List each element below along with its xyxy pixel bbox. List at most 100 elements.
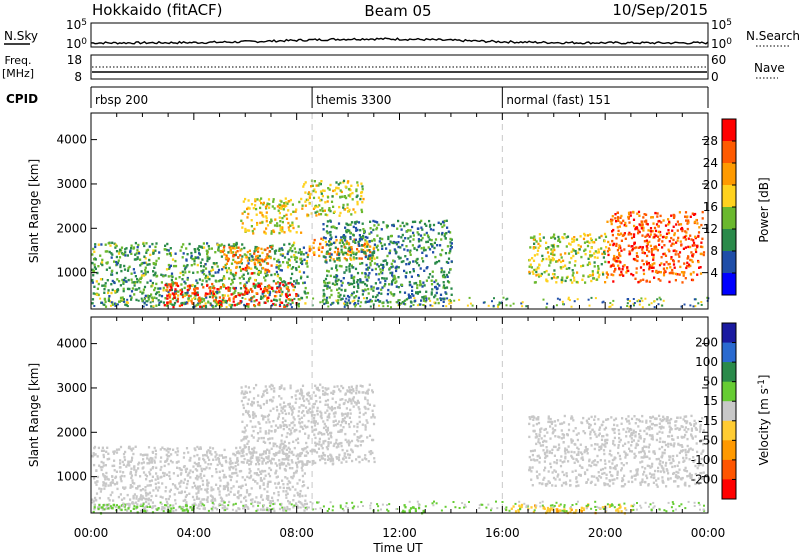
data-cell	[243, 284, 246, 287]
data-cell	[197, 463, 200, 466]
data-cell	[435, 260, 438, 264]
data-cell	[124, 248, 127, 251]
data-cell	[228, 461, 231, 464]
data-cell	[319, 199, 322, 202]
data-cell	[656, 249, 659, 252]
data-cell	[310, 248, 313, 251]
data-cell	[427, 246, 430, 249]
data-cell	[449, 247, 452, 251]
data-cell	[251, 447, 254, 451]
data-cell	[304, 181, 307, 184]
data-cell	[345, 269, 348, 272]
data-cell	[261, 251, 264, 255]
data-cell	[545, 241, 548, 244]
data-cell	[262, 440, 265, 443]
data-cell	[364, 288, 367, 291]
data-cell	[371, 409, 374, 412]
data-cell	[601, 252, 604, 256]
data-cell	[700, 301, 703, 303]
data-cell	[208, 458, 211, 462]
data-cell	[273, 502, 276, 505]
data-cell	[110, 252, 113, 255]
data-cell	[113, 450, 116, 453]
data-cell	[339, 398, 342, 401]
data-cell	[352, 277, 355, 280]
data-cell	[314, 461, 317, 465]
data-cell	[553, 233, 556, 236]
data-cell	[617, 233, 620, 236]
data-cell	[648, 266, 651, 269]
data-cell	[255, 463, 258, 466]
data-cell	[629, 211, 632, 214]
data-cell	[155, 472, 158, 475]
data-cell	[115, 271, 118, 275]
data-cell	[154, 456, 157, 459]
data-cell	[540, 272, 543, 276]
data-cell	[344, 236, 347, 239]
data-cell	[138, 287, 141, 290]
data-cell	[698, 226, 701, 229]
data-cell	[201, 479, 204, 483]
data-cell	[377, 248, 380, 252]
data-cell	[237, 256, 240, 259]
data-cell	[244, 227, 247, 231]
data-cell	[182, 252, 185, 255]
data-cell	[672, 238, 675, 242]
data-cell	[319, 458, 322, 462]
data-cell	[289, 303, 292, 306]
data-cell	[256, 501, 259, 504]
data-cell	[269, 256, 272, 260]
data-cell	[440, 297, 443, 301]
data-cell	[201, 483, 205, 486]
data-cell	[615, 220, 618, 223]
data-cell	[235, 446, 238, 450]
data-cell	[675, 250, 678, 253]
data-cell	[134, 253, 137, 256]
data-cell	[259, 270, 262, 273]
data-cell	[190, 264, 193, 267]
data-cell	[369, 250, 372, 254]
data-cell	[364, 275, 367, 279]
data-cell	[338, 256, 341, 260]
data-cell	[287, 403, 290, 406]
data-cell	[653, 247, 657, 250]
data-cell	[619, 216, 622, 219]
data-cell	[103, 297, 106, 301]
data-cell	[226, 486, 230, 490]
data-cell	[631, 249, 634, 252]
data-cell	[113, 469, 116, 472]
data-cell	[215, 296, 218, 299]
data-cell	[297, 493, 300, 497]
data-cell	[375, 246, 378, 249]
data-cell	[277, 209, 280, 212]
data-cell	[206, 259, 209, 263]
data-cell	[261, 292, 264, 295]
data-cell	[326, 403, 329, 406]
data-cell	[253, 261, 256, 264]
data-cell	[336, 247, 340, 251]
data-cell	[434, 238, 438, 241]
data-cell	[199, 446, 202, 449]
data-cell	[678, 211, 681, 214]
data-cell	[322, 255, 325, 258]
data-cell	[152, 270, 155, 273]
data-cell	[670, 236, 673, 240]
data-cell	[619, 246, 622, 250]
data-cell	[537, 273, 540, 276]
data-cell	[302, 246, 305, 249]
data-cell	[130, 298, 133, 301]
data-cell	[259, 287, 262, 291]
data-cell	[226, 481, 229, 485]
data-cell	[99, 297, 102, 300]
data-cell	[133, 293, 136, 296]
data-cell	[662, 299, 665, 302]
data-cell	[657, 303, 660, 306]
data-cell	[618, 251, 621, 255]
data-cell	[117, 495, 120, 499]
data-cell	[361, 262, 364, 265]
data-cell	[250, 300, 253, 303]
data-cell	[172, 504, 175, 507]
data-cell	[102, 455, 105, 459]
data-cell	[265, 289, 268, 293]
data-cell	[387, 237, 390, 241]
